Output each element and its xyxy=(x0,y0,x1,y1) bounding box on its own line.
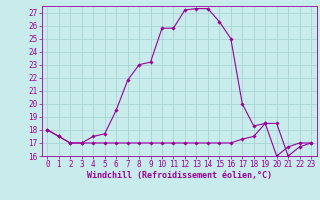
X-axis label: Windchill (Refroidissement éolien,°C): Windchill (Refroidissement éolien,°C) xyxy=(87,171,272,180)
